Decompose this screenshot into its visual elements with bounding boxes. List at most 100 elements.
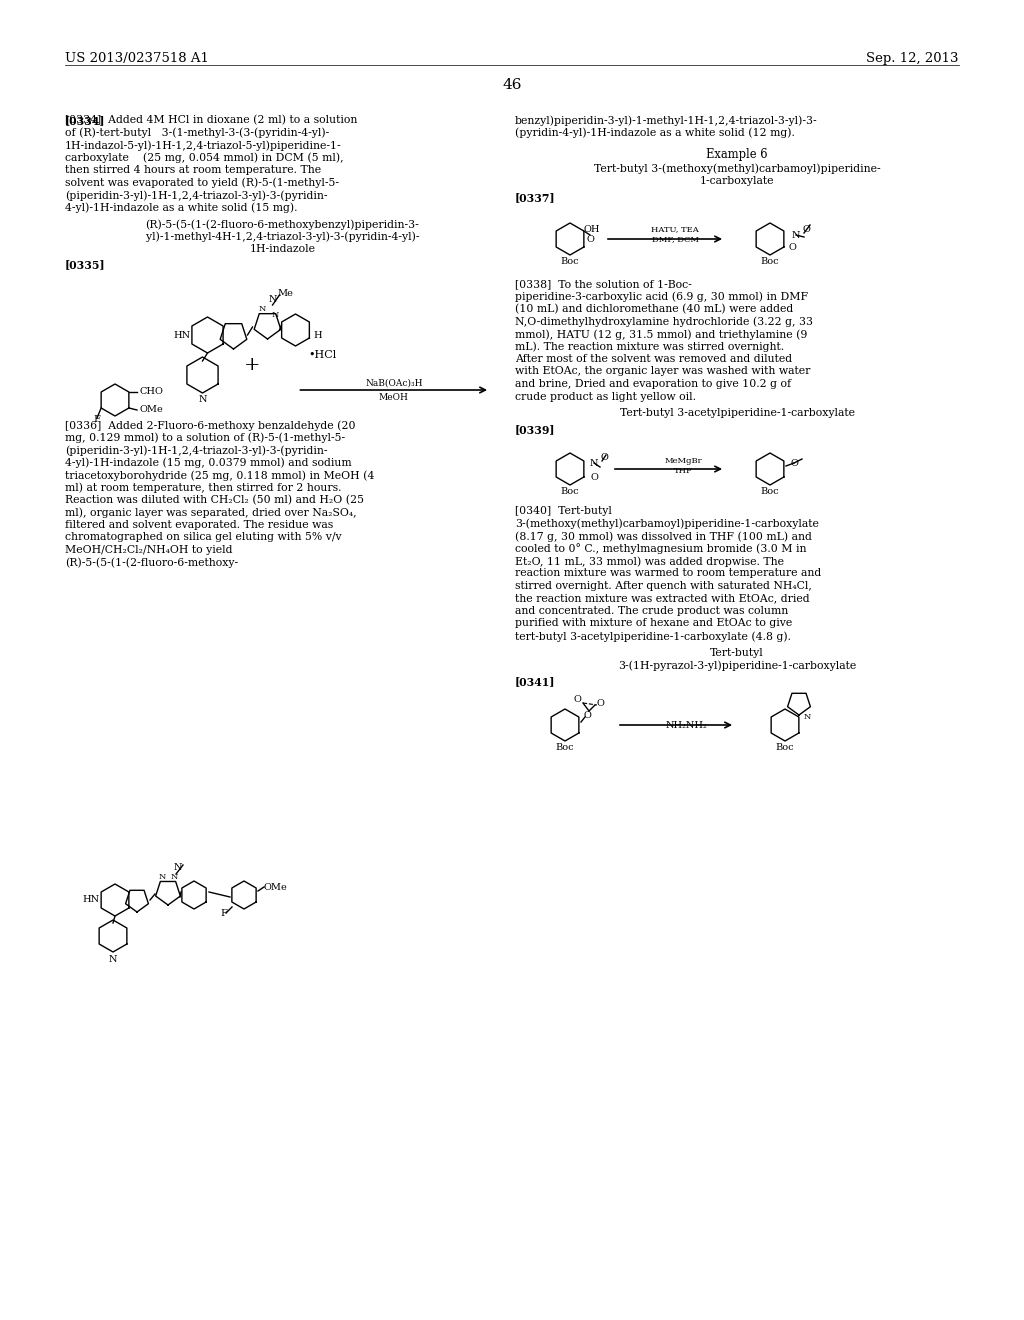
Text: O: O <box>788 243 796 252</box>
Text: •HCl: •HCl <box>308 350 337 360</box>
Text: CHO: CHO <box>139 388 163 396</box>
Text: (10 mL) and dichloromethane (40 mL) were added: (10 mL) and dichloromethane (40 mL) were… <box>515 304 794 314</box>
Text: N: N <box>259 305 266 313</box>
Text: NaB(OAc)₃H: NaB(OAc)₃H <box>365 379 423 388</box>
Text: Me: Me <box>278 289 294 297</box>
Text: Tert-butyl 3-acetylpiperidine-1-carboxylate: Tert-butyl 3-acetylpiperidine-1-carboxyl… <box>620 408 854 418</box>
Text: N: N <box>174 863 182 873</box>
Text: N: N <box>170 873 178 880</box>
Text: Et₂O, 11 mL, 33 mmol) was added dropwise. The: Et₂O, 11 mL, 33 mmol) was added dropwise… <box>515 556 784 566</box>
Text: Boc: Boc <box>556 742 574 751</box>
Text: purified with mixture of hexane and EtOAc to give: purified with mixture of hexane and EtOA… <box>515 619 793 628</box>
Text: HN: HN <box>173 330 190 339</box>
Text: 3-(methoxy(methyl)carbamoyl)piperidine-1-carboxylate: 3-(methoxy(methyl)carbamoyl)piperidine-1… <box>515 519 819 529</box>
Text: O: O <box>600 453 608 462</box>
Text: 4-yl)-1H-indazole as a white solid (15 mg).: 4-yl)-1H-indazole as a white solid (15 m… <box>65 202 298 213</box>
Text: Tert-butyl: Tert-butyl <box>710 648 764 657</box>
Text: After most of the solvent was removed and diluted: After most of the solvent was removed an… <box>515 354 793 364</box>
Text: NH₂NH₂: NH₂NH₂ <box>666 721 707 730</box>
Text: carboxylate    (25 mg, 0.054 mmol) in DCM (5 ml),: carboxylate (25 mg, 0.054 mmol) in DCM (… <box>65 153 344 164</box>
Text: [0341]: [0341] <box>515 676 555 688</box>
Text: 1-carboxylate: 1-carboxylate <box>699 176 774 186</box>
Text: [0336]  Added 2-Fluoro-6-methoxy benzaldehyde (20: [0336] Added 2-Fluoro-6-methoxy benzalde… <box>65 420 355 430</box>
Text: OH: OH <box>584 224 600 234</box>
Text: (8.17 g, 30 mmol) was dissolved in THF (100 mL) and: (8.17 g, 30 mmol) was dissolved in THF (… <box>515 531 812 541</box>
Text: H: H <box>313 330 322 339</box>
Text: [0339]: [0339] <box>515 425 555 436</box>
Text: the reaction mixture was extracted with EtOAc, dried: the reaction mixture was extracted with … <box>515 594 810 603</box>
Text: [0337]: [0337] <box>515 193 556 203</box>
Text: [0334]  Added 4M HCl in dioxane (2 ml) to a solution: [0334] Added 4M HCl in dioxane (2 ml) to… <box>65 115 357 125</box>
Text: (R)-5-(5-(1-(2-fluoro-6-methoxybenzyl)piperidin-3-: (R)-5-(5-(1-(2-fluoro-6-methoxybenzyl)pi… <box>145 219 420 230</box>
Text: (piperidin-3-yl)-1H-1,2,4-triazol-3-yl)-3-(pyridin-: (piperidin-3-yl)-1H-1,2,4-triazol-3-yl)-… <box>65 190 328 201</box>
Text: OMe: OMe <box>140 405 164 414</box>
Text: [0334]: [0334] <box>65 115 105 125</box>
Text: N: N <box>590 458 598 467</box>
Text: MeOH/CH₂Cl₂/NH₄OH to yield: MeOH/CH₂Cl₂/NH₄OH to yield <box>65 545 232 554</box>
Text: N,O-dimethylhydroxylamine hydrochloride (3.22 g, 33: N,O-dimethylhydroxylamine hydrochloride … <box>515 317 813 327</box>
Text: yl)-1-methyl-4H-1,2,4-triazol-3-yl)-3-(pyridin-4-yl)-: yl)-1-methyl-4H-1,2,4-triazol-3-yl)-3-(p… <box>145 231 419 242</box>
Text: MeOH: MeOH <box>379 392 409 401</box>
Text: F: F <box>93 416 100 425</box>
Text: Example 6: Example 6 <box>707 148 768 161</box>
Text: Boc: Boc <box>776 742 795 751</box>
Text: benzyl)piperidin-3-yl)-1-methyl-1H-1,2,4-triazol-3-yl)-3-: benzyl)piperidin-3-yl)-1-methyl-1H-1,2,4… <box>515 115 817 125</box>
Text: solvent was evaporated to yield (R)-5-(1-methyl-5-: solvent was evaporated to yield (R)-5-(1… <box>65 177 339 187</box>
Text: Boc: Boc <box>761 487 779 495</box>
Text: mL). The reaction mixture was stirred overnight.: mL). The reaction mixture was stirred ov… <box>515 342 784 352</box>
Text: and concentrated. The crude product was column: and concentrated. The crude product was … <box>515 606 788 616</box>
Text: N: N <box>109 954 118 964</box>
Text: N: N <box>803 713 811 721</box>
Text: triacetoxyborohydride (25 mg, 0.118 mmol) in MeOH (4: triacetoxyborohydride (25 mg, 0.118 mmol… <box>65 470 375 480</box>
Text: 46: 46 <box>502 78 522 92</box>
Text: [0340]  Tert-butyl: [0340] Tert-butyl <box>515 506 612 516</box>
Text: O: O <box>596 698 604 708</box>
Text: tert-butyl 3-acetylpiperidine-1-carboxylate (4.8 g).: tert-butyl 3-acetylpiperidine-1-carboxyl… <box>515 631 791 642</box>
Text: 3-(1H-pyrazol-3-yl)piperidine-1-carboxylate: 3-(1H-pyrazol-3-yl)piperidine-1-carboxyl… <box>617 660 856 671</box>
Text: ml) at room temperature, then stirred for 2 hours.: ml) at room temperature, then stirred fo… <box>65 483 341 494</box>
Text: N: N <box>271 312 280 319</box>
Text: HN: HN <box>83 895 99 904</box>
Text: (piperidin-3-yl)-1H-1,2,4-triazol-3-yl)-3-(pyridin-: (piperidin-3-yl)-1H-1,2,4-triazol-3-yl)-… <box>65 445 328 455</box>
Text: chromatographed on silica gel eluting with 5% v/v: chromatographed on silica gel eluting wi… <box>65 532 342 543</box>
Text: Boc: Boc <box>561 487 580 495</box>
Text: Tert-butyl 3-(methoxy(methyl)carbamoyl)piperidine-: Tert-butyl 3-(methoxy(methyl)carbamoyl)p… <box>594 164 881 174</box>
Text: N: N <box>159 873 166 880</box>
Text: O: O <box>791 458 798 467</box>
Text: with EtOAc, the organic layer was washed with water: with EtOAc, the organic layer was washed… <box>515 367 810 376</box>
Text: and brine, Dried and evaporation to give 10.2 g of: and brine, Dried and evaporation to give… <box>515 379 792 389</box>
Text: O: O <box>573 696 581 705</box>
Text: (R)-5-(5-(1-(2-fluoro-6-methoxy-: (R)-5-(5-(1-(2-fluoro-6-methoxy- <box>65 557 239 568</box>
Text: piperidine-3-carboxylic acid (6.9 g, 30 mmol) in DMF: piperidine-3-carboxylic acid (6.9 g, 30 … <box>515 292 808 302</box>
Text: [0335]: [0335] <box>65 260 105 271</box>
Text: [0338]  To the solution of 1-Boc-: [0338] To the solution of 1-Boc- <box>515 279 692 289</box>
Text: MeMgBr: MeMgBr <box>665 457 702 465</box>
Text: 1H-indazole: 1H-indazole <box>250 244 315 253</box>
Text: 4-yl)-1H-indazole (15 mg, 0.0379 mmol) and sodium: 4-yl)-1H-indazole (15 mg, 0.0379 mmol) a… <box>65 458 351 469</box>
Text: mmol), HATU (12 g, 31.5 mmol) and triethylamine (9: mmol), HATU (12 g, 31.5 mmol) and trieth… <box>515 329 807 339</box>
Text: N: N <box>199 395 207 404</box>
Text: O: O <box>583 710 591 719</box>
Text: Boc: Boc <box>761 256 779 265</box>
Text: ml), organic layer was separated, dried over Na₂SO₄,: ml), organic layer was separated, dried … <box>65 507 356 517</box>
Text: Boc: Boc <box>561 256 580 265</box>
Text: O: O <box>590 473 598 482</box>
Text: +: + <box>245 356 261 374</box>
Text: N: N <box>792 231 800 239</box>
Text: Reaction was diluted with CH₂Cl₂ (50 ml) and H₂O (25: Reaction was diluted with CH₂Cl₂ (50 ml)… <box>65 495 364 506</box>
Text: mg, 0.129 mmol) to a solution of (R)-5-(1-methyl-5-: mg, 0.129 mmol) to a solution of (R)-5-(… <box>65 433 345 444</box>
Text: N: N <box>268 294 276 304</box>
Text: 1H-indazol-5-yl)-1H-1,2,4-triazol-5-yl)piperidine-1-: 1H-indazol-5-yl)-1H-1,2,4-triazol-5-yl)p… <box>65 140 342 150</box>
Text: OMe: OMe <box>264 883 288 891</box>
Text: crude product as light yellow oil.: crude product as light yellow oil. <box>515 392 696 401</box>
Text: then stirred 4 hours at room temperature. The: then stirred 4 hours at room temperature… <box>65 165 322 176</box>
Text: THF: THF <box>674 467 693 475</box>
Text: Sep. 12, 2013: Sep. 12, 2013 <box>866 51 959 65</box>
Text: (pyridin-4-yl)-1H-indazole as a white solid (12 mg).: (pyridin-4-yl)-1H-indazole as a white so… <box>515 128 795 139</box>
Text: DMF, DCM: DMF, DCM <box>651 235 698 243</box>
Text: HATU, TEA: HATU, TEA <box>651 224 698 234</box>
Text: O: O <box>586 235 594 243</box>
Text: F: F <box>220 908 227 917</box>
Text: filtered and solvent evaporated. The residue was: filtered and solvent evaporated. The res… <box>65 520 333 531</box>
Text: O: O <box>802 224 810 234</box>
